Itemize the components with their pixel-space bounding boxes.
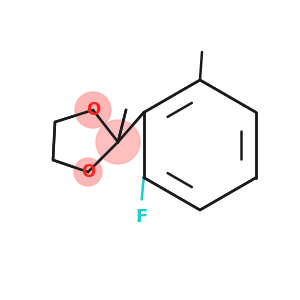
Circle shape: [74, 158, 102, 186]
Text: O: O: [86, 101, 100, 119]
Circle shape: [96, 120, 140, 164]
Text: F: F: [136, 208, 148, 226]
Circle shape: [75, 92, 111, 128]
Text: O: O: [81, 163, 95, 181]
